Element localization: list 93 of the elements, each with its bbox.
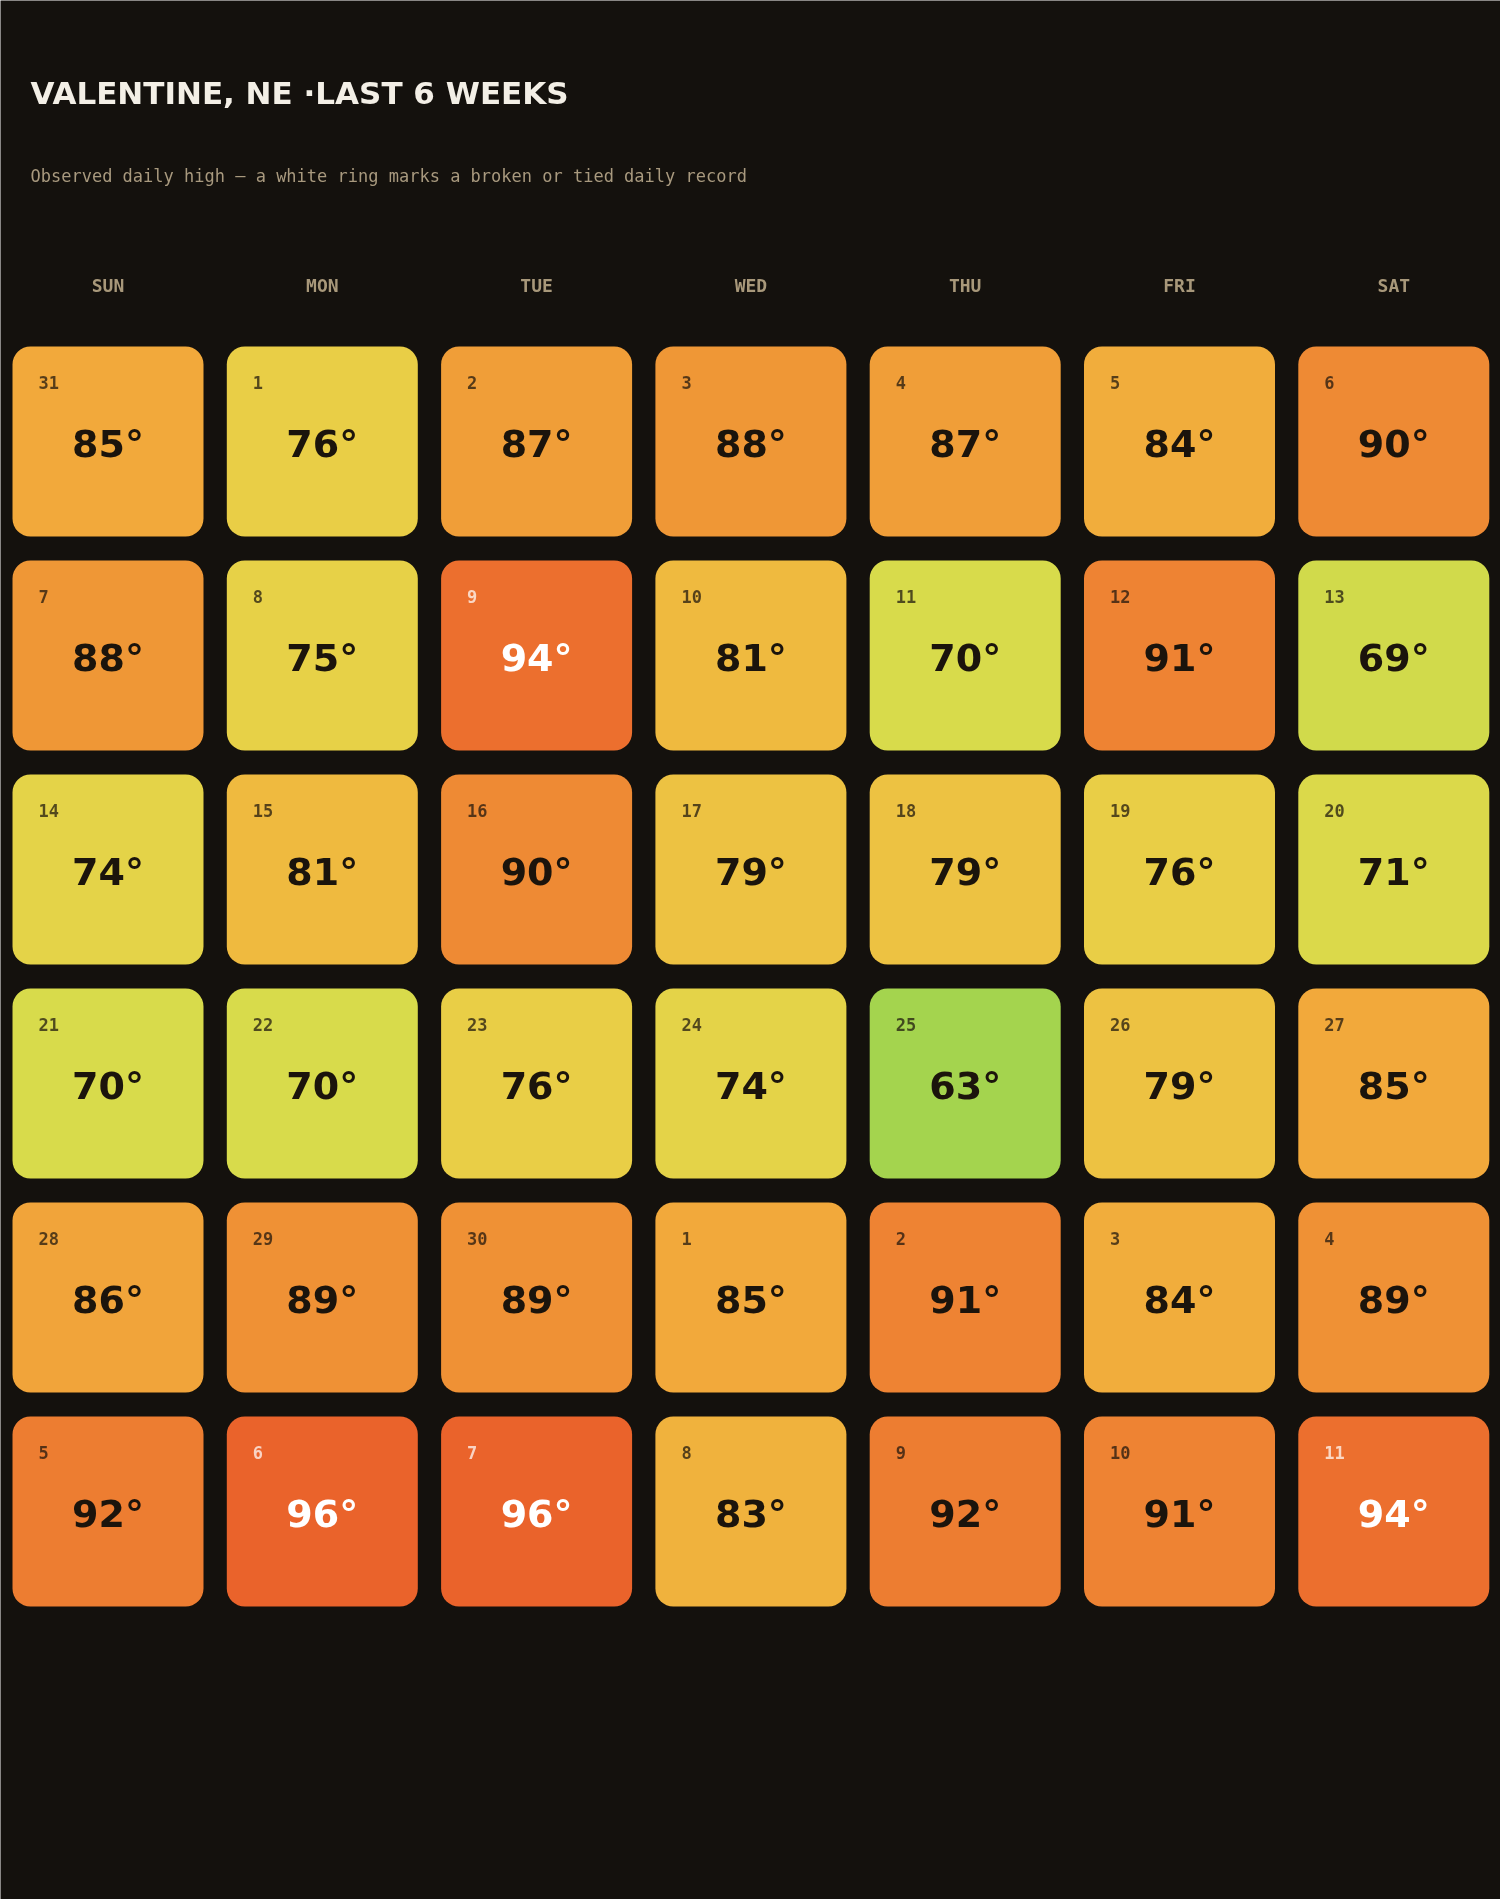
- annotation: 6: [252, 1443, 264, 1463]
- annotation: 26: [1110, 1015, 1131, 1035]
- annotation: 4: [1324, 1229, 1335, 1249]
- data-label: 85°: [1357, 1063, 1430, 1108]
- data-label: 76°: [1143, 849, 1216, 894]
- annotation: 8: [252, 587, 264, 607]
- data-label: 91°: [1143, 1491, 1216, 1536]
- data-label: 87°: [500, 421, 573, 466]
- annotation: 29: [252, 1229, 274, 1249]
- annotation: 14: [38, 801, 59, 821]
- annotation: 8: [681, 1443, 692, 1463]
- data-label: 88°: [72, 635, 144, 680]
- annotation: 10: [681, 587, 702, 607]
- annotation: 2: [895, 1229, 906, 1249]
- data-label: 74°: [72, 849, 144, 894]
- data-label: 87°: [929, 421, 1002, 466]
- annotation: 27: [1324, 1015, 1345, 1035]
- annotation: 5: [1110, 373, 1121, 393]
- annotation: 23: [467, 1015, 488, 1035]
- annotation: 25: [895, 1015, 917, 1035]
- data-label: 79°: [714, 849, 787, 894]
- data-label: 92°: [72, 1491, 144, 1536]
- annotation: 6: [1324, 373, 1335, 393]
- data-label: 81°: [714, 635, 787, 680]
- data-label: 70°: [72, 1063, 144, 1108]
- x-tick-label: MON: [306, 275, 339, 296]
- data-label: 92°: [929, 1491, 1002, 1536]
- chart-subtitle: Observed daily high — a white ring marks a broken or tied daily record: [30, 165, 747, 186]
- annotation: 20: [1324, 801, 1345, 821]
- annotation: 28: [38, 1229, 59, 1249]
- annotation: 2: [467, 373, 478, 393]
- data-label: 69°: [1357, 635, 1430, 680]
- annotation: 11: [895, 587, 917, 607]
- data-label: 86°: [72, 1277, 144, 1322]
- data-label: 85°: [714, 1277, 787, 1322]
- annotation: 12: [1110, 587, 1131, 607]
- data-label: 84°: [1143, 421, 1216, 466]
- x-tick-label: SUN: [91, 275, 125, 296]
- data-label: 76°: [286, 421, 359, 466]
- data-label: 74°: [714, 1063, 787, 1108]
- annotation: 11: [1324, 1443, 1345, 1463]
- annotation: 16: [467, 801, 488, 821]
- annotation: 24: [681, 1015, 702, 1035]
- annotation: 17: [681, 801, 702, 821]
- data-label: 79°: [1143, 1063, 1216, 1108]
- annotation: 7: [38, 587, 49, 607]
- annotation: 1: [681, 1229, 692, 1249]
- data-label: 76°: [500, 1063, 573, 1108]
- chart-title: VALENTINE, NE ·LAST 6 WEEKS: [30, 74, 569, 111]
- x-tick-label: THU: [948, 275, 982, 296]
- x-tick-label: TUE: [520, 275, 553, 296]
- data-label: 89°: [500, 1277, 573, 1322]
- data-label: 63°: [929, 1063, 1002, 1108]
- data-label: 96°: [286, 1491, 359, 1536]
- data-label: 71°: [1357, 849, 1430, 894]
- x-tick-label: FRI: [1163, 275, 1196, 296]
- annotation: 21: [38, 1015, 59, 1035]
- data-label: 75°: [286, 635, 359, 680]
- x-tick-label: SAT: [1377, 275, 1411, 296]
- data-label: 79°: [929, 849, 1002, 894]
- annotation: 3: [681, 373, 692, 393]
- data-label: 91°: [1143, 635, 1216, 680]
- data-label: 70°: [286, 1063, 359, 1108]
- annotation: 5: [38, 1443, 49, 1463]
- data-label: 85°: [72, 421, 144, 466]
- annotation: 19: [1110, 801, 1131, 821]
- annotation: 7: [467, 1443, 478, 1463]
- annotation: 9: [467, 587, 478, 607]
- data-label: 89°: [1357, 1277, 1430, 1322]
- annotation: 13: [1324, 587, 1345, 607]
- annotation: 18: [895, 801, 917, 821]
- data-label: 88°: [714, 421, 787, 466]
- annotation: 22: [252, 1015, 274, 1035]
- annotation: 1: [252, 373, 264, 393]
- data-label: 89°: [286, 1277, 359, 1322]
- data-label: 96°: [500, 1491, 573, 1536]
- data-label: 81°: [286, 849, 359, 894]
- x-tick-label: WED: [734, 275, 768, 296]
- data-label: 90°: [1357, 421, 1430, 466]
- data-label: 94°: [500, 635, 573, 680]
- annotation: 15: [252, 801, 274, 821]
- data-label: 91°: [929, 1277, 1002, 1322]
- data-label: 90°: [500, 849, 573, 894]
- annotation: 9: [895, 1443, 906, 1463]
- annotation: 10: [1110, 1443, 1131, 1463]
- annotation: 30: [467, 1229, 488, 1249]
- data-label: 83°: [714, 1491, 787, 1536]
- annotation: 3: [1110, 1229, 1121, 1249]
- annotation: 4: [895, 373, 906, 393]
- annotation: 31: [38, 373, 59, 393]
- data-label: 84°: [1143, 1277, 1216, 1322]
- data-label: 94°: [1357, 1491, 1430, 1536]
- data-label: 70°: [929, 635, 1002, 680]
